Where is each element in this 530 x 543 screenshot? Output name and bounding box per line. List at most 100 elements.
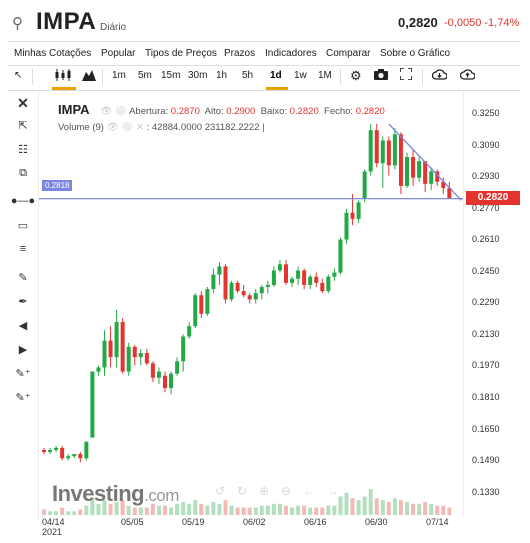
volume-bar <box>398 500 403 515</box>
settings-gear-icon[interactable]: ⚙ <box>350 68 362 83</box>
search-icon[interactable]: ⚲ <box>12 15 23 32</box>
close-icon[interactable]: ✕ <box>135 122 144 133</box>
candle-body <box>42 449 46 453</box>
candle-body <box>429 171 434 184</box>
volume-bar <box>362 496 367 515</box>
candle-body <box>332 272 337 277</box>
close-icon[interactable]: ✕ <box>17 95 29 111</box>
magnet-icon[interactable]: ☷ <box>18 144 28 156</box>
candle-body <box>181 336 186 362</box>
cloud-download-icon[interactable] <box>431 68 448 83</box>
menu-popular[interactable]: Popular <box>101 48 136 59</box>
date-tick: 07/14 <box>426 517 449 527</box>
pencil-tool-icon[interactable]: ✎⁺ <box>15 392 31 404</box>
menu-compare[interactable]: Comparar <box>326 48 371 59</box>
chart-area[interactable] <box>39 91 463 516</box>
menu-timeframes[interactable]: Prazos <box>224 48 256 59</box>
volume-bar <box>338 496 343 515</box>
legend-high: 0.2900 <box>226 106 256 117</box>
pen-tool-icon[interactable]: ✒ <box>18 296 28 308</box>
line-tool-icon[interactable]: ●—● <box>10 195 36 207</box>
brush-tool-icon[interactable]: ✎ <box>18 272 28 284</box>
area-chart-icon[interactable] <box>82 69 96 84</box>
select-tool-icon[interactable]: ⇱ <box>18 120 28 132</box>
volume-bar <box>368 489 373 515</box>
date-axis[interactable]: 04/14 2021 05/05 05/19 06/02 06/16 06/30… <box>39 516 463 540</box>
candle-body <box>350 212 355 219</box>
camera-icon[interactable] <box>374 68 388 83</box>
candle-body <box>398 134 403 186</box>
eye-icon[interactable]: 👁 <box>100 106 113 117</box>
interval-1h[interactable]: 1h <box>216 70 228 81</box>
volume-bar <box>90 498 95 515</box>
candle-body <box>90 371 95 438</box>
fibonacci-tool-icon[interactable]: ≡ <box>19 243 27 255</box>
menu-price-types[interactable]: Tipos de Preços <box>145 48 217 59</box>
menu-indicators[interactable]: Indicadores <box>265 48 317 59</box>
legend-close: 0.2820 <box>355 106 385 117</box>
candle-body <box>108 340 113 358</box>
gear-icon[interactable]: ⚙ <box>121 122 134 133</box>
volume-bar <box>48 511 53 515</box>
price-tick: 0.1330 <box>472 487 500 497</box>
volume-bar <box>211 502 216 515</box>
candle-body <box>144 353 149 364</box>
interval-1m[interactable]: 1m <box>112 70 126 81</box>
volume-bar <box>314 507 319 515</box>
volume-bar <box>126 505 131 515</box>
cursor-icon[interactable]: ↖ <box>14 70 23 81</box>
candle-body <box>114 322 119 358</box>
interval-1w[interactable]: 1w <box>294 70 307 81</box>
candle-body <box>368 130 373 172</box>
menu-my-quotes[interactable]: Minhas Cotações <box>14 48 92 59</box>
period-label: Diário <box>100 22 127 33</box>
volume-bar <box>447 507 452 515</box>
volume-bar <box>175 503 180 515</box>
eye-icon[interactable]: 👁 <box>106 122 119 133</box>
price-change: -0,0050 -1,74% <box>444 17 519 29</box>
volume-bar <box>259 505 264 515</box>
volume-bar <box>350 498 355 515</box>
interval-1M[interactable]: 1M <box>318 70 332 81</box>
volume-bar <box>217 503 222 515</box>
candle-body <box>296 270 301 279</box>
cloud-upload-icon[interactable] <box>459 68 476 83</box>
rectangle-tool-icon[interactable]: ▭ <box>17 220 29 232</box>
interval-30m[interactable]: 30m <box>188 70 208 81</box>
gear-icon[interactable]: ⚙ <box>114 106 127 117</box>
candle-body <box>374 130 379 164</box>
arrow-left-icon[interactable]: ◀ <box>18 320 28 332</box>
volume-bar <box>193 500 198 515</box>
arrow-right-icon[interactable]: ▶ <box>18 344 28 356</box>
volume-bar <box>320 507 325 515</box>
interval-5m[interactable]: 5m <box>138 70 152 81</box>
interval-5h[interactable]: 5h <box>242 70 254 81</box>
candle-body <box>411 157 416 178</box>
volume-bar <box>241 507 246 515</box>
price-scale[interactable]: 0.3250 0.3090 0.2930 0.2770 0.2610 0.245… <box>463 91 521 516</box>
candle-body <box>302 270 307 285</box>
price-tick: 0.3250 <box>472 108 500 118</box>
candle-body <box>235 282 240 292</box>
copy-icon[interactable]: ⧉ <box>19 167 27 179</box>
volume-bar <box>326 505 331 515</box>
fullscreen-icon[interactable] <box>399 67 413 83</box>
menu-bar: Minhas Cotações Popular Tipos de Preços … <box>8 41 520 66</box>
horizontal-line-tag[interactable]: 0.2818 <box>42 180 73 191</box>
logo-suffix: .com <box>144 486 179 505</box>
text-tool-icon[interactable]: ✎⁺ <box>15 368 31 380</box>
volume-bar <box>42 509 46 515</box>
menu-about-chart[interactable]: Sobre o Gráfico <box>380 48 451 59</box>
volume-bar <box>144 507 149 515</box>
volume-bar <box>78 509 83 515</box>
candle-body <box>187 326 192 337</box>
volume-bar <box>296 505 301 515</box>
price-tick: 0.2770 <box>472 203 500 213</box>
interval-1d[interactable]: 1d <box>270 70 282 81</box>
candle-body <box>96 367 101 372</box>
price-chart[interactable] <box>39 91 463 516</box>
interval-15m[interactable]: 15m <box>161 70 181 81</box>
candle-body <box>259 286 264 294</box>
price-tick: 0.2930 <box>472 171 500 181</box>
candles-icon[interactable] <box>54 69 72 84</box>
